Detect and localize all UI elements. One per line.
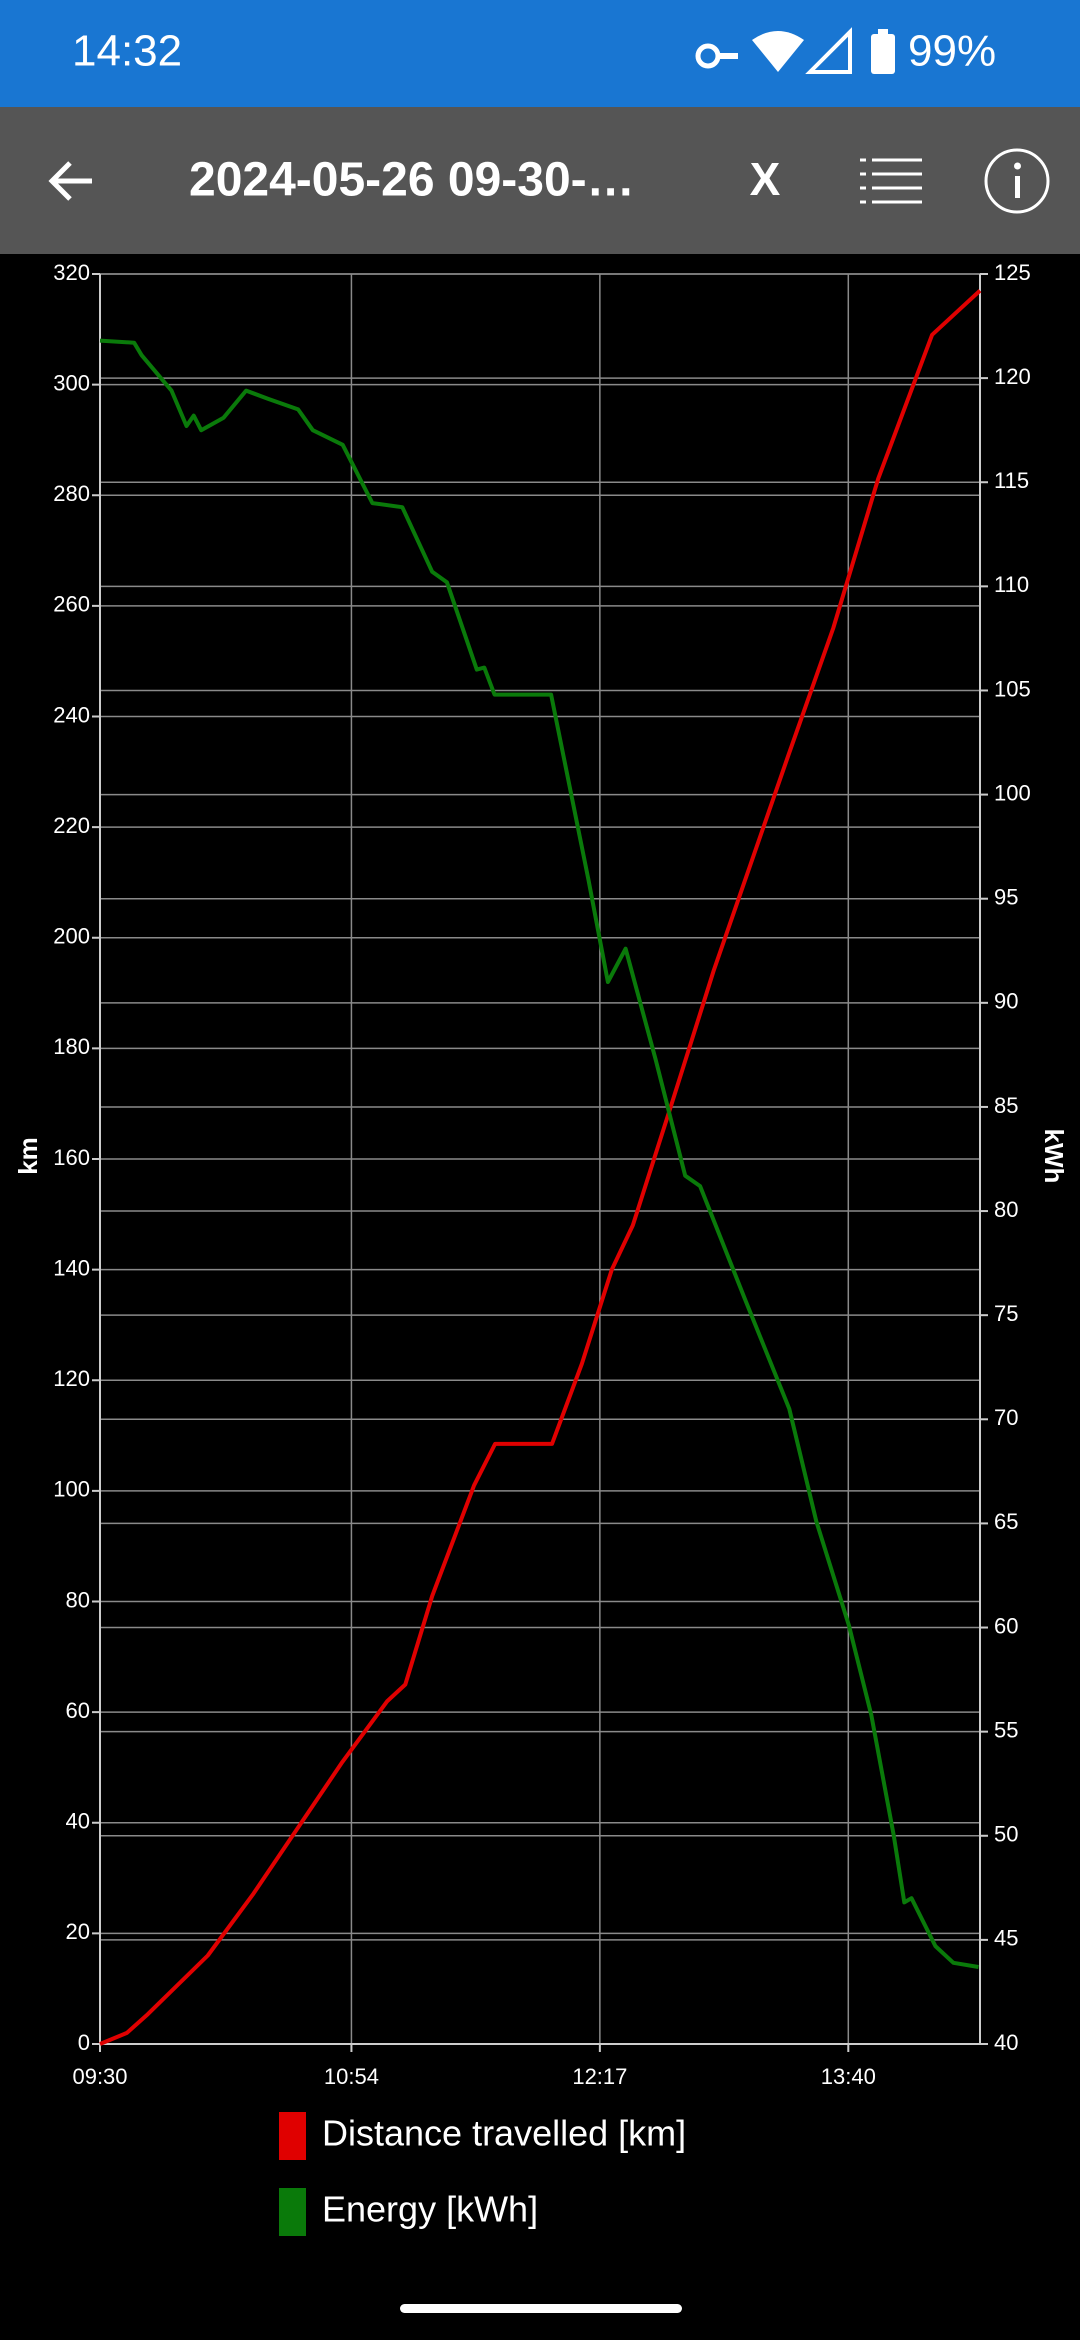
- y2-tick-label: 80: [994, 1197, 1018, 1222]
- y-tick-label: 300: [53, 370, 90, 395]
- y-tick-label: 320: [53, 260, 90, 285]
- y2-tick-label: 115: [994, 468, 1029, 493]
- y2-tick-label: 60: [994, 1613, 1018, 1638]
- y2-tick-label: 55: [994, 1717, 1018, 1742]
- y-tick-label: 200: [53, 924, 90, 949]
- legend-label: Energy [kWh]: [322, 2189, 538, 2230]
- toolbar-title: 2024-05-26 09-30-…: [189, 154, 635, 207]
- signal-icon: [805, 27, 852, 74]
- y-tick-label: 240: [53, 702, 90, 727]
- status-time: 14:32: [72, 27, 182, 76]
- info-button[interactable]: [984, 148, 1050, 214]
- battery-level: 99%: [908, 27, 996, 76]
- y2-tick-label: 110: [994, 572, 1029, 597]
- x-tick-label: 12:17: [572, 2064, 627, 2089]
- y2-tick-label: 100: [994, 780, 1031, 805]
- y2-tick-label: 120: [994, 364, 1031, 389]
- y-tick-label: 40: [66, 1809, 90, 1834]
- y2-tick-label: 65: [994, 1509, 1018, 1534]
- info-circle: [984, 148, 1050, 214]
- x-tick-label: 09:30: [72, 2064, 127, 2089]
- y-tick-label: 0: [78, 2030, 90, 2055]
- toolbar: [0, 107, 1080, 254]
- y-tick-label: 80: [66, 1587, 90, 1612]
- x-tick-label: 10:54: [324, 2064, 379, 2089]
- y2-tick-label: 125: [994, 260, 1031, 285]
- y2-axis-label: kWh: [1039, 1129, 1069, 1184]
- x-tick-label: 13:40: [821, 2064, 876, 2089]
- back-button[interactable]: [48, 161, 92, 201]
- y-tick-label: 260: [53, 592, 90, 617]
- y-axis-label: km: [13, 1137, 43, 1175]
- list-button[interactable]: [860, 158, 922, 204]
- y-tick-label: 120: [53, 1366, 90, 1391]
- y-tick-label: 180: [53, 1034, 90, 1059]
- data-line: [99, 289, 982, 2046]
- battery-tip: [878, 29, 888, 35]
- home-indicator: [400, 2304, 682, 2313]
- y-tick-label: 280: [53, 481, 90, 506]
- y-tick-label: 160: [53, 1145, 90, 1170]
- y2-tick-label: 105: [994, 676, 1031, 701]
- wifi-icon: [752, 31, 804, 72]
- y2-tick-label: 45: [994, 1926, 1018, 1951]
- y2-tick-label: 90: [994, 989, 1018, 1014]
- y2-tick-label: 40: [994, 2030, 1018, 2055]
- info-stem: [1015, 176, 1020, 198]
- info-dot: [1014, 162, 1021, 170]
- y-tick-label: 220: [53, 813, 90, 838]
- y2-tick-label: 70: [994, 1405, 1018, 1430]
- y-tick-label: 140: [53, 1255, 90, 1280]
- y-tick-label: 60: [66, 1698, 90, 1723]
- battery-icon: [871, 34, 895, 74]
- data-line: [99, 338, 979, 1969]
- status-bar: [0, 0, 1080, 107]
- status-icons: [695, 27, 895, 74]
- vpn-key-shaft: [716, 53, 738, 59]
- y2-tick-label: 95: [994, 885, 1018, 910]
- y2-tick-label: 85: [994, 1093, 1018, 1118]
- legend-swatch: [279, 2188, 306, 2236]
- legend-label: Distance travelled [km]: [322, 2113, 686, 2154]
- y-tick-label: 20: [66, 1919, 90, 1944]
- y-tick-label: 100: [53, 1477, 90, 1502]
- y2-tick-label: 50: [994, 1822, 1018, 1847]
- close-button[interactable]: X: [750, 153, 781, 205]
- legend-swatch: [279, 2112, 306, 2160]
- y2-tick-label: 75: [994, 1301, 1018, 1326]
